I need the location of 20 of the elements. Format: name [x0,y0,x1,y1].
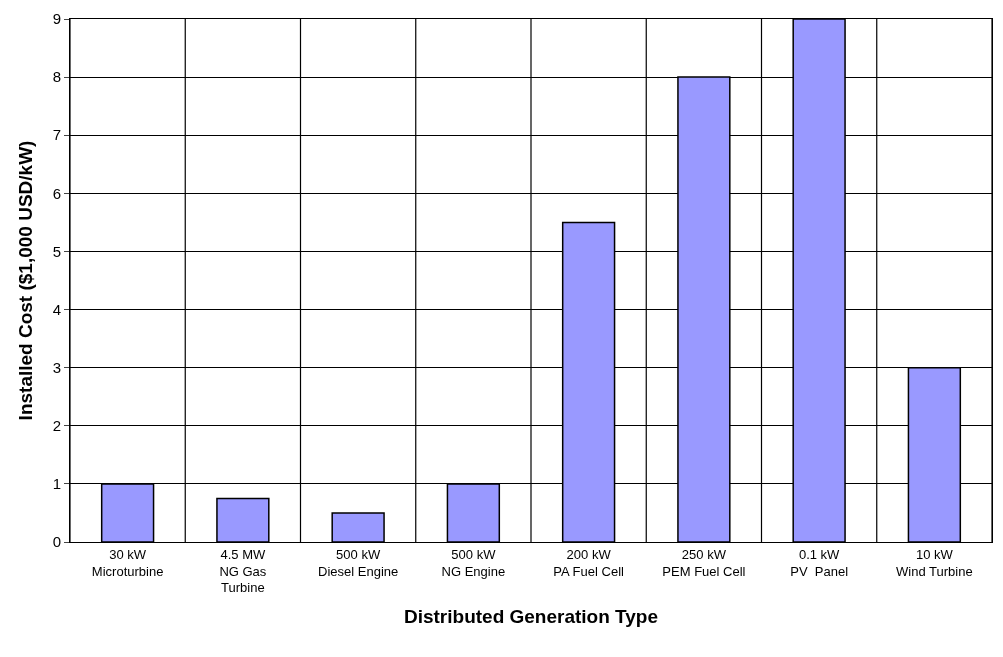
x-tick-label: 0.1 kW PV Panel [790,546,849,579]
x-tick-label: 500 kW NG Engine [441,546,506,579]
y-tick-label: 6 [52,184,61,202]
y-tick-label: 5 [52,242,61,260]
x-tick-label: 10 kW Wind Turbine [896,546,973,579]
y-tick-label: 3 [52,358,61,376]
y-tick-label: 8 [52,68,61,86]
x-tick-label: 250 kW PEM Fuel Cell [662,546,746,579]
y-tick-label: 1 [52,475,61,493]
y-tick-label: 4 [52,300,61,318]
y-axis-title: Installed Cost ($1,000 USD/kW) [14,140,36,421]
x-tick-label: 200 kW PA Fuel Cell [553,546,625,579]
x-tick-label: 4.5 MW NG Gas Turbine [219,546,267,596]
x-axis-title: Distributed Generation Type [403,606,659,628]
y-tick-label: 7 [52,126,61,144]
y-tick-label: 0 [52,533,61,551]
x-tick-label: 30 kW Microturbine [91,546,164,579]
y-tick-label: 2 [52,417,61,435]
x-tick-label: 500 kW Diesel Engine [318,546,399,579]
y-tick-label: 9 [52,10,61,28]
